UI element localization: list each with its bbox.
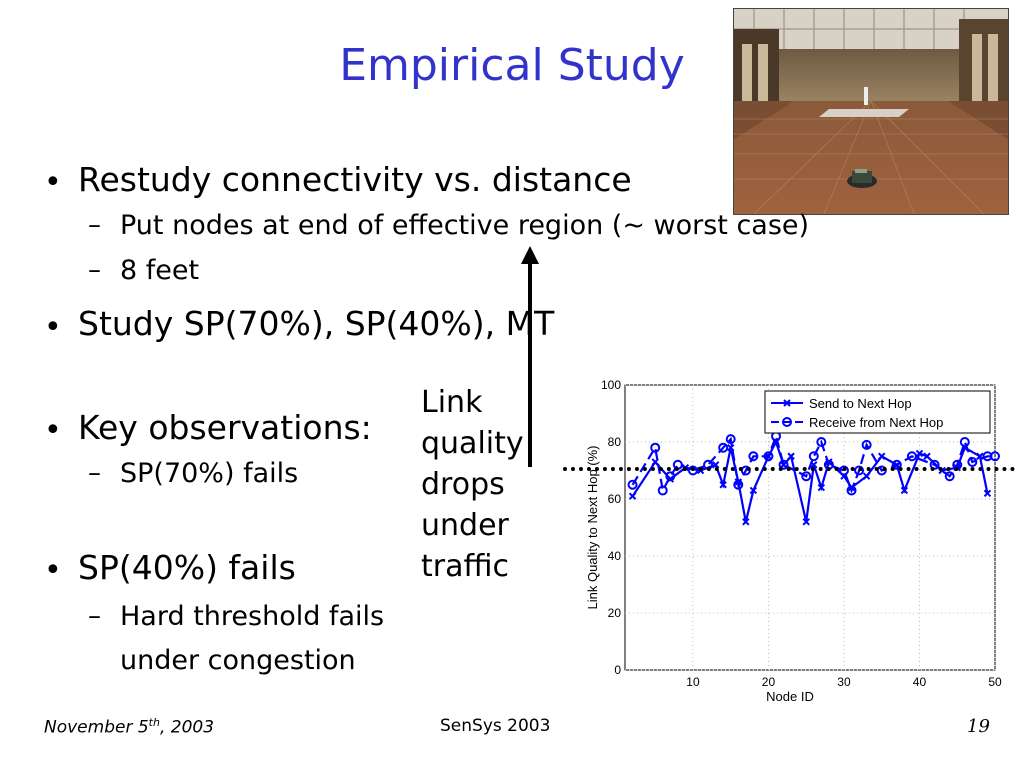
sub-bullet-marker: – [88,255,101,285]
arrow-up-icon [521,246,539,264]
lobby-photo [733,8,1009,215]
y-tick-label: 60 [608,492,622,506]
y-axis-label: Link Quality to Next Hop (%) [585,445,600,609]
legend-marker [782,417,792,427]
y-tick-label: 40 [608,549,622,563]
data-point-send [983,489,992,498]
legend-label: Receive from Next Hop [809,415,943,430]
bullet-marker: • [44,553,62,588]
x-axis-label: Node ID [766,689,814,704]
sub-bullet-1-2: 8 feet [120,255,200,286]
data-point-send [742,518,750,526]
threshold-dotted-line [563,467,1015,471]
bullet-marker: • [44,165,62,200]
data-point-receive [906,451,917,462]
x-tick-label: 40 [913,675,927,689]
data-point-receive [665,471,676,482]
sub-bullet-marker: – [88,458,101,488]
annotation-line: traffic [421,549,509,584]
footer-conference: SenSys 2003 [440,716,551,736]
legend-box [764,390,991,434]
footer-date-prefix: November 5 [44,717,149,738]
annotation-line: drops [421,467,505,502]
data-point-send [878,452,886,460]
sub-bullet-3-1: SP(70%) fails [120,458,299,489]
data-point-receive [861,439,872,450]
data-point-receive [763,451,774,462]
data-point-receive [650,442,661,453]
bullet-1: Restudy connectivity vs. distance [78,160,632,199]
data-point-send [915,449,924,458]
data-point-receive [748,451,759,462]
data-point-send [817,483,826,492]
annotation-line: Link [421,385,483,420]
sub-bullet-marker: – [88,601,101,631]
annotation-text: Link quality drops under traffic [421,382,524,587]
data-point-send [651,458,659,466]
data-point-receive [959,437,970,447]
data-point-send [787,452,795,460]
data-point-receive [990,451,1000,462]
data-point-send [862,472,871,480]
x-tick-label: 50 [988,675,1002,689]
y-tick-label: 100 [601,378,621,392]
y-tick-label: 0 [614,663,621,677]
data-point-send [923,452,931,460]
y-tick-label: 80 [608,435,622,449]
x-tick-label: 30 [837,675,851,689]
data-point-receive [657,485,668,496]
x-tick-label: 10 [686,675,700,689]
data-point-send [900,486,909,495]
data-point-receive [967,456,978,467]
data-point-send [719,481,727,489]
bullet-3: Key observations: [78,408,372,447]
annotation-line: under [421,508,509,543]
footer-date: November 5th, 2003 [44,716,214,738]
sub-bullet-4-1: Hard threshold fails [120,601,385,632]
bullet-marker: • [44,310,62,345]
lobby-photo-illustration [734,9,1008,214]
data-point-receive [627,479,638,490]
x-tick-label: 20 [762,675,776,689]
slide-title: Empirical Study [339,40,685,91]
data-point-receive [725,434,736,445]
y-tick-label: 20 [608,606,622,620]
arrow-shaft [528,262,532,467]
footer-date-suffix: , 2003 [159,717,215,738]
data-point-receive [944,471,955,482]
chart-svg: 0 20 40 60 80 100 10 20 30 40 50 Node ID Link Qualit… [585,378,1002,704]
bullet-4: SP(40%) fails [78,548,296,587]
page-number: 19 [967,716,990,737]
sub-bullet-marker: – [88,210,101,240]
annotation-line: quality [421,426,524,461]
data-point-receive [846,485,857,496]
data-point-receive [801,471,812,482]
bullet-2: Study SP(70%), SP(40%), MT [78,304,555,343]
data-point-receive [816,437,827,447]
data-point-receive [808,451,819,462]
legend-label: Send to Next Hop [809,396,912,411]
link-quality-chart: 0 20 40 60 80 100 10 20 30 40 50 Node ID Link Qualit… [570,372,1015,707]
data-point-send [711,461,720,469]
data-point-send [749,486,758,495]
data-point-receive [718,442,729,453]
bullet-marker: • [44,413,62,448]
data-point-receive [733,479,744,490]
data-point-send [802,518,810,526]
legend-marker [783,399,791,407]
data-point-send [628,492,637,500]
footer-date-sup: th [148,716,160,729]
sub-bullet-4-2: under congestion [120,645,356,676]
sub-bullet-1-1: Put nodes at end of effective region (~ … [120,210,810,241]
